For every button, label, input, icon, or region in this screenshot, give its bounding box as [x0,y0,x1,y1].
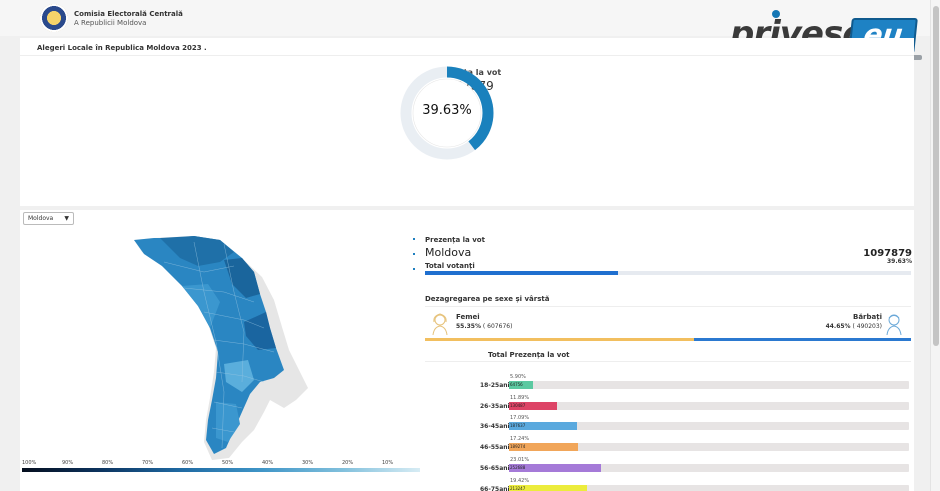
page-scrollbar[interactable] [930,0,940,491]
region-select-value: Moldova [28,215,54,222]
legend-label: 80% [102,460,114,466]
legend-label: 100% [22,460,37,466]
legend-label: 70% [142,460,154,466]
age-row-bar: 64756 [509,381,533,389]
legend-label: 10% [382,460,394,466]
gender-split-female [425,338,694,341]
age-row-bar: 187637 [509,422,578,430]
gender-split-bar [425,338,911,341]
age-row-bar: 130487 [509,402,557,410]
map-region-east[interactable] [244,312,276,350]
age-row-label: 36-45ani [480,423,510,430]
age-row-count: 64756 [510,382,523,387]
female-stats: 55.35% ( 607676) [456,323,512,330]
divider [20,55,914,56]
age-row-track: 189274 [509,443,909,451]
turnout-progress-fill [425,271,618,275]
legend-label: 20% [342,460,354,466]
female-count: ( 607676) [482,323,513,330]
age-row-percent: 19.42% [510,478,530,484]
woman-icon [432,313,448,336]
turnout-progress-bar [425,271,911,275]
age-row-bar: 213247 [509,485,587,491]
moldova-map[interactable] [124,232,324,462]
age-row-track: 187637 [509,422,909,430]
age-row-track: 213247 [509,485,909,491]
cec-emblem-icon [40,4,68,32]
org-subtitle: A Republicii Moldova [74,19,147,27]
age-row-count: 130487 [510,403,526,408]
male-stats: 44.65% ( 490203) [826,323,882,330]
brand-dot-icon [772,10,780,18]
age-row: 46-55ani 17.24% 189274 [425,436,911,454]
age-row-track: 64756 [509,381,909,389]
age-row-bar: 252688 [509,464,602,472]
page-header: Comisia Electorală Centrală A Republicii… [0,0,930,36]
legend-label: 60% [182,460,194,466]
map-borders [163,241,275,449]
age-row: 56-65ani 23.01% 252688 [425,457,911,475]
stats-region-name: Moldova [425,246,472,259]
age-row-percent: 11.89% [510,395,530,401]
org-name: Comisia Electorală Centrală [74,10,183,18]
age-row-label: 46-55ani [480,444,510,451]
female-percent: 55.35% [456,323,481,330]
male-count: ( 490203) [852,323,883,330]
stats-total: 1097879 [863,248,912,259]
election-title: Alegeri Locale în Republica Moldova 2023… [37,44,207,52]
legend-label: 30% [302,460,314,466]
age-row: 66-75ani 19.42% 213247 [425,478,911,491]
male-label: Bărbați [853,313,882,321]
age-row-percent: 17.24% [510,436,530,442]
stats-voters-label: Total votanți [425,262,475,270]
turnout-percent: 39.63% [422,103,472,118]
map-region-chisinau[interactable] [224,360,254,392]
stats-heading: Prezența la vot [425,236,485,244]
map-region-north[interactable] [160,236,234,266]
age-row-label: 56-65ani [480,465,510,472]
age-row-count: 252688 [510,465,526,470]
legend-marker-icon [413,253,415,255]
turnout-donut-chart [400,66,494,160]
donut-inner [412,78,482,148]
legend-marker-icon [413,238,415,240]
age-row-count: 189274 [510,444,526,449]
divider [425,361,911,362]
legend-label: 90% [62,460,74,466]
age-row: 36-45ani 17.09% 187637 [425,415,911,433]
map-legend-gradient [22,468,420,472]
legend-label: 50% [222,460,234,466]
map-region-northeast[interactable] [224,258,260,298]
gender-age-title: Dezagregarea pe sexe și vârstă [425,295,550,303]
map-region-center-north[interactable] [182,284,220,328]
age-row-percent: 17.09% [510,415,530,421]
age-row-count: 187637 [510,423,526,428]
age-row-count: 213247 [510,486,526,491]
age-row: 18-25ani 5.90% 64756 [425,374,911,392]
legend-label: 40% [262,460,274,466]
female-label: Femei [456,313,480,321]
age-row-track: 252688 [509,464,909,472]
age-row-percent: 5.90% [510,374,526,380]
age-breakdown-title: Total Prezența la vot [488,351,570,359]
donut-progress-arc [400,66,494,160]
male-percent: 44.65% [825,323,851,330]
legend-marker-icon [413,268,415,270]
age-row-label: 18-25ani [480,382,510,389]
map-legend-labels: 100% 90% 80% 70% 60% 50% 40% 30% 20% 10% [22,460,422,468]
age-row-track: 130487 [509,402,909,410]
age-row-label: 66-75ani [480,486,510,491]
age-row-bar: 189274 [509,443,578,451]
age-row: 26-35ani 11.89% 130487 [425,395,911,413]
age-row-label: 26-35ani [480,403,510,410]
region-select[interactable]: Moldova ▼ [23,212,74,225]
scrollbar-thumb[interactable] [933,6,939,346]
gender-panel [425,306,911,340]
chevron-down-icon: ▼ [64,215,69,222]
man-icon [886,314,902,336]
stats-percent: 39.63% [887,258,912,265]
age-row-percent: 23.01% [510,457,530,463]
